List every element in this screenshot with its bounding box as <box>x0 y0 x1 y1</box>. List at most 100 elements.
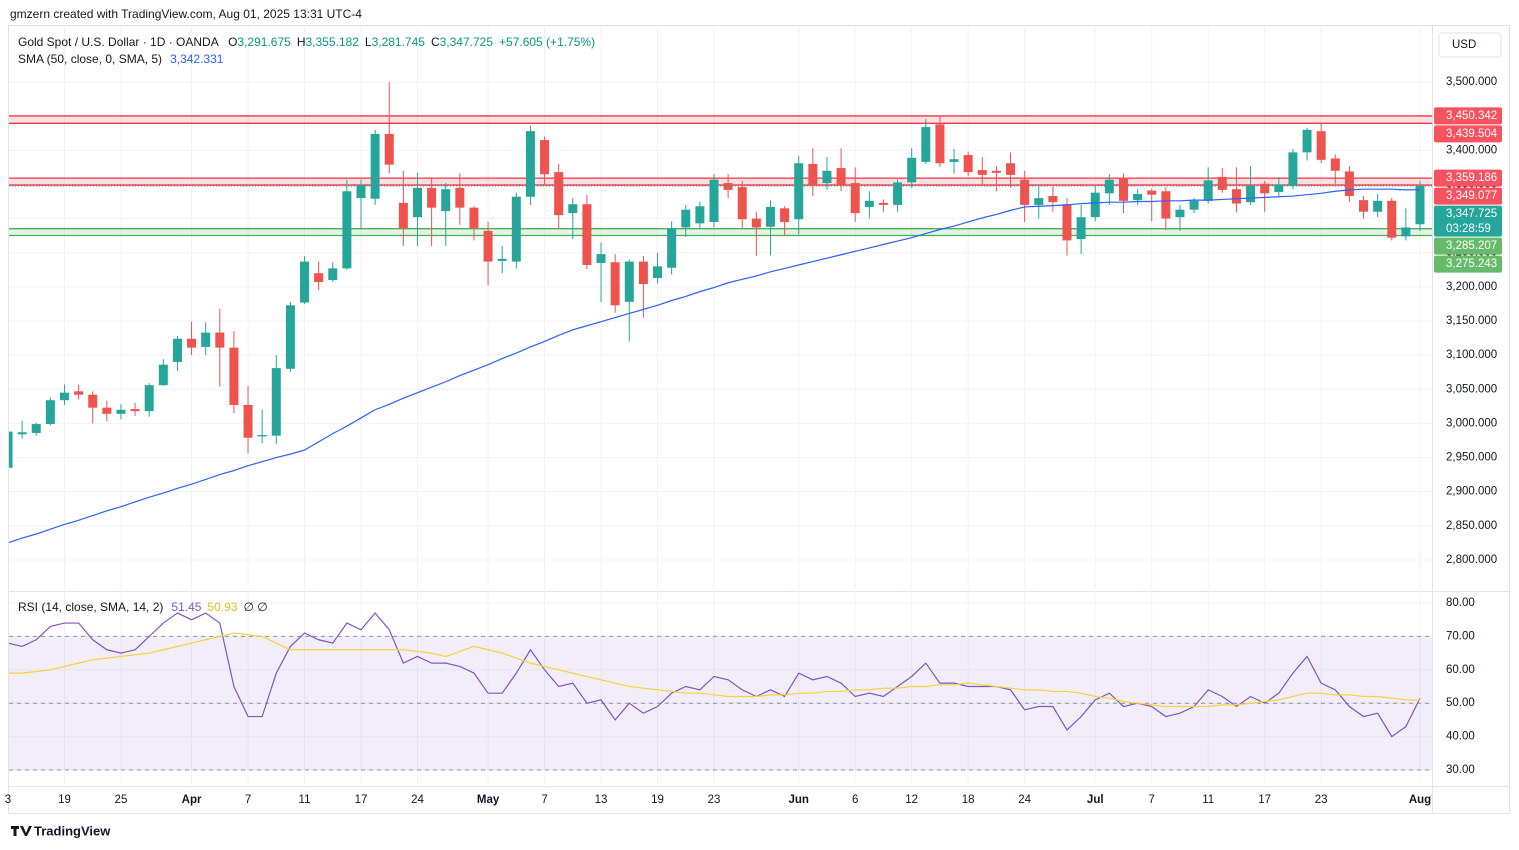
rsi-value: 50.93 <box>207 600 238 614</box>
x-tick-label: May <box>477 794 500 806</box>
rsi-tick-label: 30.00 <box>1446 764 1475 776</box>
candle-body <box>794 163 804 220</box>
price-tag <box>1434 237 1502 255</box>
rsi-tick-label: 60.00 <box>1446 664 1475 676</box>
candle-body <box>1161 191 1171 219</box>
candle-body <box>878 202 888 205</box>
candle-body <box>864 200 874 207</box>
price-tag-label: 3,347.725 <box>1446 208 1497 220</box>
candle-body <box>624 261 634 302</box>
price-tag <box>1434 107 1502 125</box>
currency-button[interactable] <box>1438 32 1502 58</box>
x-tick-label: Jun <box>788 794 808 806</box>
rsi-tick-label: 80.00 <box>1446 597 1475 609</box>
price-tag-label: 3,285.207 <box>1446 240 1497 252</box>
candle-body <box>285 305 295 369</box>
candle-body <box>667 228 677 268</box>
candle-body <box>229 347 239 405</box>
series-line <box>9 612 1421 738</box>
x-tick-label: 17 <box>355 794 368 806</box>
candle-body <box>1387 200 1397 238</box>
symbol: Gold Spot / U.S. Dollar · 1D · OANDA <box>18 35 219 49</box>
ohlc-value: 3,281.745 <box>371 35 425 49</box>
footer-logo: TradingView <box>11 823 111 838</box>
candle-body <box>695 206 705 224</box>
price-tag-label: 3,439.504 <box>1446 128 1498 140</box>
candle-body <box>243 404 253 438</box>
candle-body <box>1246 185 1256 203</box>
candle-body <box>1373 200 1383 212</box>
rsi-title: RSI (14, close, SMA, 14, 2) <box>18 600 164 614</box>
candle-body <box>1175 209 1185 218</box>
candle-body <box>130 409 140 412</box>
candle-body <box>187 338 197 348</box>
candle-body <box>144 385 154 412</box>
price-tag <box>1434 169 1502 187</box>
y-tick-label: 3,100.000 <box>1446 349 1497 361</box>
y-tick-label: 3,200.000 <box>1446 281 1497 293</box>
rsi-tick-label: 70.00 <box>1446 630 1475 642</box>
x-tick-label: 7 <box>1149 794 1155 806</box>
candle-body <box>1302 129 1312 153</box>
candle-body <box>427 187 437 208</box>
x-tick-label: Apr <box>182 794 202 806</box>
series-line <box>9 632 1421 708</box>
candle-body <box>836 168 846 186</box>
change: +57.605 (+1.75%) <box>499 35 596 49</box>
x-tick-label: 7 <box>245 794 251 806</box>
candle-body <box>398 202 408 229</box>
candle-body <box>610 262 620 306</box>
y-tick-label: 2,950.000 <box>1446 452 1497 464</box>
candle-body <box>1217 176 1227 190</box>
x-tick-label: 24 <box>411 794 424 806</box>
candle-body <box>977 170 987 175</box>
candle-body <box>271 368 281 436</box>
candle-body <box>300 261 310 303</box>
candle-body <box>1048 196 1058 203</box>
candle-body <box>172 338 182 362</box>
candle-body <box>342 191 352 269</box>
x-tick-label: 19 <box>58 794 71 806</box>
candle-body <box>1401 227 1411 237</box>
ohlc-key: L <box>364 35 372 49</box>
y-tick-label: 2,850.000 <box>1446 520 1497 532</box>
x-tick-label: Jul <box>1087 794 1104 806</box>
price-tag <box>1434 255 1502 273</box>
candle-body <box>1274 184 1284 192</box>
candle-body <box>201 332 211 347</box>
zone-fill <box>9 115 1432 124</box>
ohlc-value: 3,291.675 <box>237 35 291 49</box>
logo-mark <box>11 826 32 836</box>
candle-body <box>1203 180 1213 201</box>
candle-body <box>1076 217 1086 240</box>
ohlc-value: 3,355.182 <box>305 35 359 49</box>
x-tick-label: 7 <box>541 794 547 806</box>
x-tick-label: Aug <box>1409 794 1431 806</box>
y-tick-label: 3,500.000 <box>1446 76 1497 88</box>
symbol-legend: Gold Spot / U.S. Dollar · 1D · OANDA O3,… <box>18 35 597 49</box>
candle-body <box>45 400 55 425</box>
candle-body <box>497 258 507 261</box>
candle-body <box>568 204 578 214</box>
x-tick-label: 23 <box>708 794 721 806</box>
candle-body <box>88 394 98 408</box>
candle-body <box>921 127 931 162</box>
credit: gmzern created with TradingView.com, Aug… <box>10 7 362 21</box>
y-tick-label: 3,400.000 <box>1446 144 1497 156</box>
y-tick-label: 3,150.000 <box>1446 315 1497 327</box>
zone-fill <box>9 178 1432 186</box>
candle-body <box>525 131 535 197</box>
y-tick-label: 2,900.000 <box>1446 486 1497 498</box>
candle-body <box>1288 152 1298 186</box>
ohlc-value: 3,347.725 <box>439 35 494 49</box>
candle-body <box>412 187 422 218</box>
candle-body <box>1034 198 1044 205</box>
price-tag <box>1434 205 1502 237</box>
rsi-extra: ∅ ∅ <box>243 600 268 614</box>
y-tick-label: 2,800.000 <box>1446 554 1497 566</box>
price-tag-label: 03:28:59 <box>1446 223 1491 235</box>
candle-body <box>1316 131 1326 160</box>
price-tag <box>1434 187 1502 205</box>
